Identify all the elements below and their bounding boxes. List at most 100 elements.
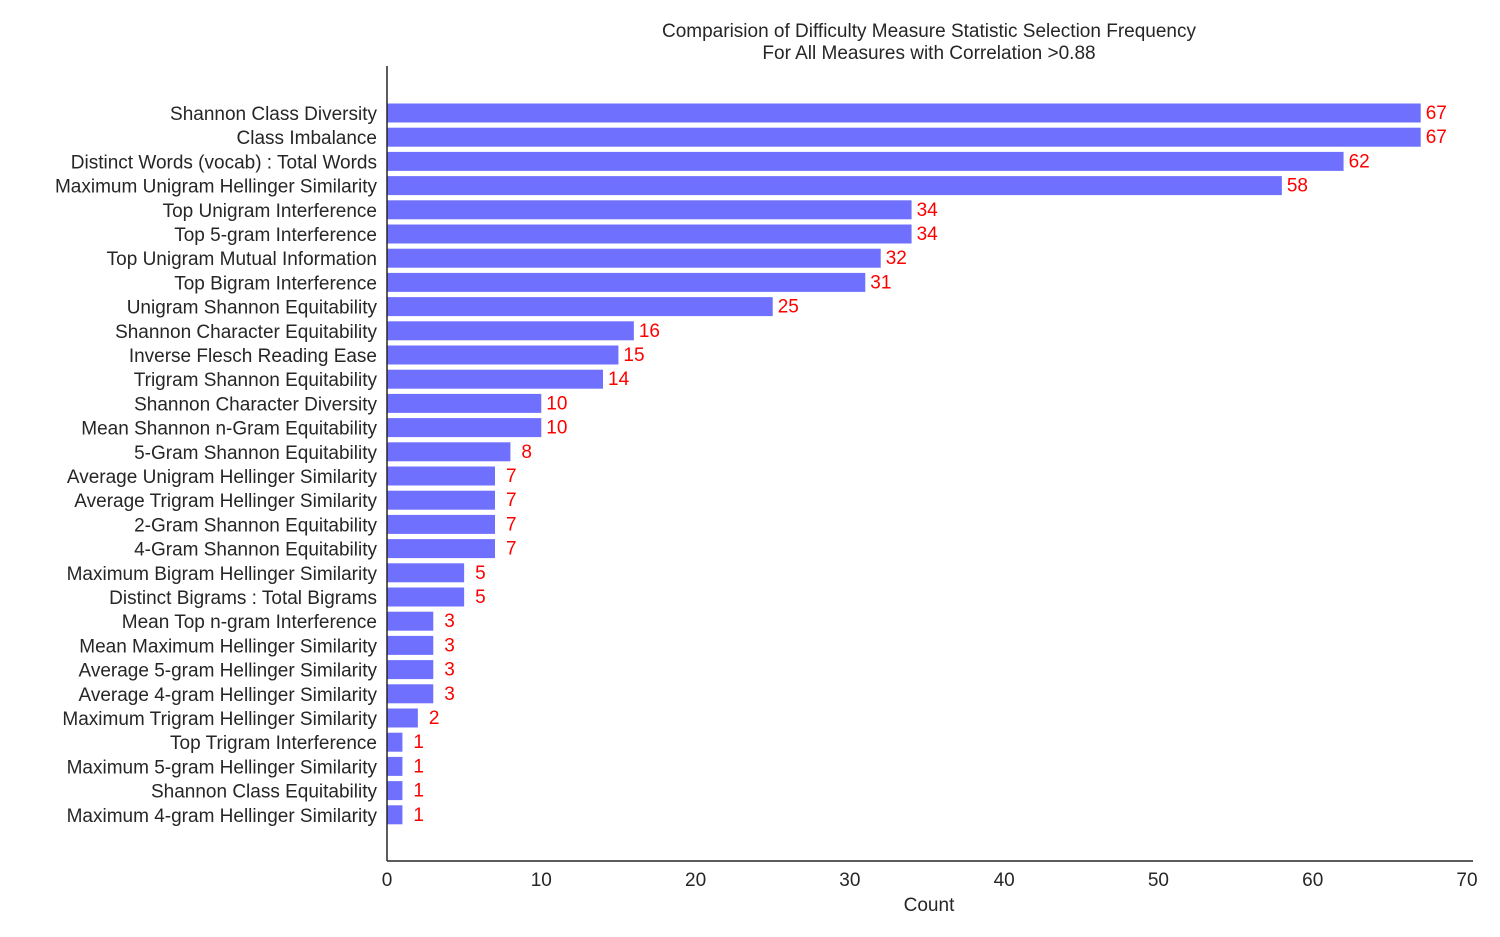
data-label: 1	[413, 732, 424, 753]
category-label: Maximum Bigram Hellinger Similarity	[67, 564, 378, 585]
data-label: 31	[870, 272, 891, 293]
data-label: 5	[475, 587, 486, 608]
data-label: 58	[1287, 176, 1308, 197]
x-tick-label: 0	[382, 870, 393, 891]
bar	[387, 466, 495, 486]
bar	[387, 176, 1282, 196]
x-tick-label: 30	[839, 870, 860, 891]
bar	[387, 369, 603, 389]
category-label: Top Unigram Interference	[163, 201, 377, 222]
chart-title: Comparision of Difficulty Measure Statis…	[662, 21, 1196, 42]
category-label: 2-Gram Shannon Equitability	[134, 515, 377, 536]
bar	[387, 224, 912, 244]
category-label: Top 5-gram Interference	[174, 225, 377, 246]
category-label: Maximum 4-gram Hellinger Similarity	[67, 806, 378, 827]
data-label: 7	[506, 466, 517, 487]
category-label: Shannon Class Equitability	[151, 782, 378, 803]
data-label: 1	[413, 805, 424, 826]
data-label: 16	[639, 321, 660, 342]
data-label: 7	[506, 539, 517, 560]
bar	[387, 272, 866, 292]
data-label: 25	[778, 297, 799, 318]
data-label: 10	[546, 418, 567, 439]
data-label: 3	[444, 660, 455, 681]
category-label: Maximum Unigram Hellinger Similarity	[55, 177, 378, 198]
data-label: 32	[886, 248, 907, 269]
data-labels: 6767625834343231251615141010877775533332…	[413, 103, 1446, 826]
category-label: Shannon Character Diversity	[134, 394, 377, 415]
data-label: 10	[546, 393, 567, 414]
bar	[387, 393, 542, 413]
bar	[387, 103, 1421, 123]
x-tick-label: 70	[1456, 870, 1477, 891]
bar	[387, 151, 1344, 171]
category-label: Mean Maximum Hellinger Similarity	[79, 636, 377, 657]
bars-group	[387, 103, 1421, 825]
x-axis-label: Count	[904, 895, 955, 916]
category-label: Average 5-gram Hellinger Similarity	[79, 661, 378, 682]
bar	[387, 756, 403, 776]
x-tick-label: 50	[1148, 870, 1169, 891]
bar	[387, 514, 495, 534]
category-label: Top Bigram Interference	[174, 273, 377, 294]
bar	[387, 635, 434, 655]
data-label: 67	[1426, 103, 1447, 124]
bar	[387, 563, 465, 583]
bar	[387, 708, 418, 728]
chart-subtitle: For All Measures with Correlation >0.88	[762, 43, 1095, 64]
category-label: Average 4-gram Hellinger Similarity	[79, 685, 378, 706]
category-label: Shannon Class Diversity	[170, 104, 377, 125]
category-label: Shannon Character Equitability	[115, 322, 377, 343]
bar	[387, 732, 403, 752]
bar	[387, 297, 773, 317]
bar	[387, 248, 881, 268]
category-label: Distinct Bigrams : Total Bigrams	[109, 588, 377, 609]
data-label: 1	[413, 781, 424, 802]
bar	[387, 611, 434, 631]
data-label: 15	[623, 345, 644, 366]
data-label: 34	[917, 200, 939, 221]
bar	[387, 684, 434, 704]
category-label: Distinct Words (vocab) : Total Words	[71, 152, 377, 173]
bar	[387, 490, 495, 510]
x-tick-label: 20	[685, 870, 706, 891]
category-label: Mean Shannon n-Gram Equitability	[81, 419, 377, 440]
category-label: Maximum Trigram Hellinger Similarity	[62, 709, 377, 730]
bar	[387, 345, 619, 365]
bar	[387, 200, 912, 220]
x-tick-labels: 0 10 20 30 40 50 60 70	[382, 870, 1478, 891]
data-label: 1	[413, 756, 424, 777]
category-label: Inverse Flesch Reading Ease	[129, 346, 377, 367]
x-tick-label: 40	[994, 870, 1015, 891]
category-labels: Shannon Class Diversity Class Imbalance Di…	[55, 104, 378, 827]
category-label: Average Unigram Hellinger Similarity	[67, 467, 378, 488]
bar	[387, 127, 1421, 147]
data-label: 3	[444, 611, 455, 632]
data-label: 3	[444, 635, 455, 656]
x-tick-label: 10	[531, 870, 552, 891]
data-label: 34	[917, 224, 939, 245]
category-label: Average Trigram Hellinger Similarity	[74, 491, 377, 512]
data-label: 67	[1426, 127, 1447, 148]
category-label: Mean Top n-gram Interference	[122, 612, 377, 633]
category-label: 5-Gram Shannon Equitability	[134, 443, 377, 464]
category-label: Top Trigram Interference	[170, 733, 377, 754]
data-label: 5	[475, 563, 486, 584]
category-label: Trigram Shannon Equitability	[134, 370, 378, 391]
bar	[387, 539, 495, 559]
bar	[387, 321, 634, 341]
data-label: 14	[608, 369, 630, 390]
category-label: Unigram Shannon Equitability	[127, 298, 378, 319]
category-label: Class Imbalance	[237, 128, 377, 149]
data-label: 2	[429, 708, 440, 729]
category-label: Top Unigram Mutual Information	[107, 249, 377, 270]
data-label: 3	[444, 684, 455, 705]
data-label: 7	[506, 490, 517, 511]
data-label: 62	[1349, 151, 1370, 172]
bar	[387, 442, 511, 462]
data-label: 7	[506, 514, 517, 535]
bar	[387, 660, 434, 680]
bar	[387, 418, 542, 438]
category-label: 4-Gram Shannon Equitability	[134, 540, 377, 561]
